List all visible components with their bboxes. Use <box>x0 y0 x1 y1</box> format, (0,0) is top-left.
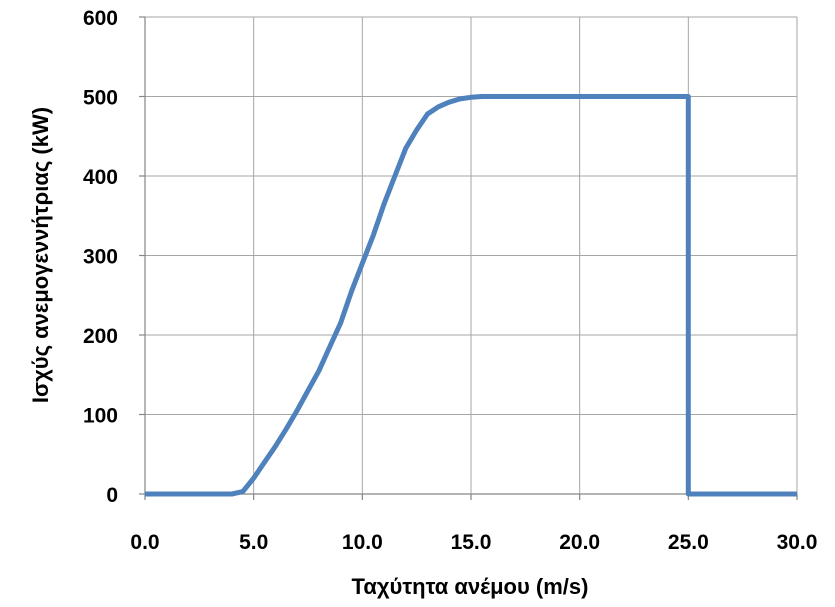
y-tick-label: 100 <box>83 405 118 428</box>
x-tick-label: 30.0 <box>777 531 818 554</box>
y-tick-label: 300 <box>83 246 118 269</box>
y-tick-label: 600 <box>83 7 118 30</box>
series-layer <box>145 94 797 497</box>
x-tick-label: 25.0 <box>668 531 709 554</box>
x-tick-label: 5.0 <box>239 531 268 554</box>
y-tick-label: 200 <box>83 325 118 348</box>
x-tick-label: 20.0 <box>559 531 600 554</box>
x-axis-title: Ταχύτητα ανέμου (m/s) <box>352 574 589 599</box>
y-tick-label: 0 <box>106 484 118 507</box>
y-tick-label: 500 <box>83 87 118 110</box>
axes <box>139 16 798 500</box>
power-curve-line <box>145 94 797 497</box>
x-tick-labels: 0.0 5.0 10.0 15.0 20.0 25.0 30.0 <box>130 531 817 554</box>
gridlines <box>145 16 798 494</box>
x-tick-label: 10.0 <box>342 531 383 554</box>
y-axis-title: Ισχύς ανεμογεννήτριας (kW) <box>28 107 53 403</box>
y-tick-label: 400 <box>83 166 118 189</box>
y-tick-labels: 0 100 200 300 400 500 600 <box>83 7 118 507</box>
x-tick-label: 15.0 <box>451 531 492 554</box>
x-tick-label: 0.0 <box>130 531 159 554</box>
